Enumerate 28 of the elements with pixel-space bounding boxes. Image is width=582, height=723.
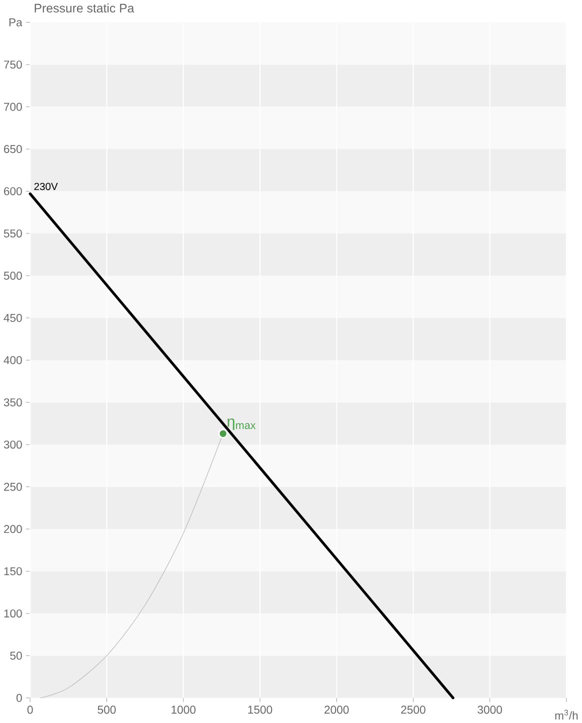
y-tick-label: 200 <box>4 525 22 534</box>
y-tick-label: 0 <box>16 694 22 702</box>
y-tick-label: 600 <box>4 187 22 196</box>
x-tick-label: 2500 <box>401 706 426 714</box>
series-label: 230V <box>34 182 58 190</box>
chart-title: Pressure static Pa <box>34 3 134 13</box>
y-tick-label: 50 <box>10 652 22 660</box>
x-tick-label: 500 <box>98 706 116 714</box>
annotation: η$_{max}$ <box>228 418 256 430</box>
x-tick-label: 1500 <box>248 706 272 714</box>
y-tick-label: 400 <box>4 356 22 364</box>
y-tick-label: 550 <box>4 229 22 238</box>
y-tick-label: 250 <box>4 482 22 491</box>
x-tick-label: 3000 <box>478 706 502 714</box>
y-tick-label: 750 <box>4 60 22 69</box>
x-tick-label: 2000 <box>324 706 349 714</box>
x-tick-label: 0 <box>28 706 33 714</box>
y-tick-label: Pa <box>10 18 22 26</box>
x-axis-title: m$^{3}$/h <box>555 710 578 720</box>
y-tick-label: 650 <box>4 145 22 154</box>
y-tick-label: 300 <box>4 440 22 449</box>
y-tick-label: 100 <box>4 609 22 618</box>
y-tick-label: 700 <box>4 102 22 111</box>
y-tick-label: 450 <box>4 314 22 322</box>
y-tick-label: 500 <box>4 272 22 280</box>
y-tick-label: 350 <box>4 398 22 406</box>
y-tick-label: 150 <box>4 567 22 576</box>
x-tick-label: 1000 <box>172 706 196 714</box>
